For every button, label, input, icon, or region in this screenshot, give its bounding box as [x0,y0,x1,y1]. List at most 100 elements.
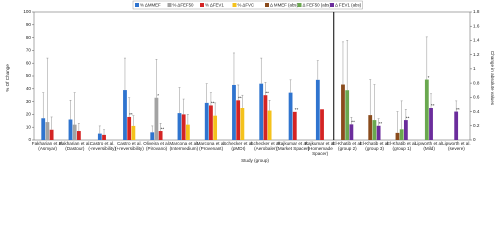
y-tick-label: 70 [26,48,32,53]
legend-label: % ΔMMEF [140,2,161,7]
x-tick-label: (Dastour) [65,146,85,151]
y-tick-label: 10 [26,124,32,129]
legend-swatch [232,3,237,7]
x-tick-label: El-Khatib et al. [387,141,417,146]
bar [123,90,127,140]
significance: ** [406,115,410,120]
legend-swatch [200,3,204,7]
bar [376,125,381,140]
x-tick-label: Rajkumar et al. [277,141,308,146]
x-tick-label: (Mild) [423,146,435,151]
bar [76,131,81,140]
bar [177,113,182,140]
y2-axis-title: Change in absolute values [490,51,495,106]
x-tick-label: (group 1) [393,146,412,151]
x-tick-label: (group 2) [338,146,357,151]
bar [263,95,268,140]
x-tick-label: (+reversibility) [115,146,144,151]
y-tick-label: 50 [26,73,32,78]
significance: ** [351,120,355,125]
x-tick-label: Lipworth et al. [415,141,444,146]
y2-tick-label: 1.4 [473,38,480,43]
y2-tick-label: 1.2 [473,52,480,57]
bar [150,132,155,140]
x-tick-label: Marcona et al. [197,141,226,146]
bar [102,134,106,140]
bar [236,100,241,140]
bar [395,132,400,140]
y2-tick-label: 0.8 [473,80,480,85]
bar [232,84,236,140]
x-tick-label: Lipworth et al. [442,141,471,146]
bar [72,124,77,140]
x-tick-label: Rajkumar et al. [305,141,336,146]
y2-tick-label: 0.2 [473,123,480,128]
legend-swatch [167,3,172,7]
bar [345,90,350,140]
bar [181,114,186,140]
legend-label: Δ FEF50 (abs) [303,2,332,7]
legend-swatch [297,3,302,7]
y2-tick-label: 0.6 [473,95,480,100]
y-axis-title: % Of Change [5,64,10,92]
x-tick-label: (Pirovano) [146,146,168,151]
x-tick-label: (Provenant) [199,146,223,151]
bar [320,109,324,140]
y-tick-label: 0 [28,137,31,142]
legend-label: Δ MMEF (abs) [270,2,299,7]
bar [97,133,102,140]
bar [185,124,190,140]
x-tick-label: Schecker et al. [250,141,280,146]
significance: ** [238,96,242,101]
significance: ** [265,90,269,95]
bar [368,115,373,140]
y2-tick-label: 0 [473,137,476,142]
x-tick-label: (severe) [448,146,465,151]
significance: ** [456,107,460,112]
bar [399,129,404,140]
x-tick-label: Castro et al. [117,141,142,146]
significance: ** [211,101,215,106]
bar [341,84,345,140]
y-tick-label: 40 [26,86,32,91]
legend-box [132,0,363,10]
x-tick-label: (-reversibility) [88,146,116,151]
x-tick-label: Fakharian et al. [32,141,64,146]
legend-swatch [265,3,269,7]
y-tick-label: 80 [26,35,32,40]
y-tick-label: 30 [26,99,32,104]
bar [240,108,245,140]
bar [158,131,163,140]
bar [41,118,46,140]
legend-label: Δ FEV1 (abs) [335,2,362,7]
x-tick-label: Castro et al. [90,141,115,146]
bar [131,125,136,140]
background [0,0,500,166]
legend-swatch [135,3,139,7]
significance: ** [129,112,133,117]
significance: ** [161,126,165,131]
bar [49,129,54,140]
bar [154,97,159,140]
y-tick-label: 20 [26,112,32,117]
x-tick-label: Oliveira et al. [143,141,170,146]
x-tick-label: Fakharian et al. [59,141,91,146]
x-tick-label: Marcona et al. [169,141,198,146]
x-tick-label: (Homemade [307,146,333,151]
bar [349,124,354,140]
y2-tick-label: 0.4 [473,109,480,114]
legend-swatch [330,3,334,7]
bar [372,120,377,140]
bar [424,79,429,140]
legend-label: % ΔFEV1 [205,2,224,7]
x-tick-label: (Intermedium) [170,146,199,151]
y-tick-label: 90 [26,22,32,27]
x-tick-label: El-Khatib et al. [332,141,362,146]
bar [429,108,433,140]
bar [209,105,213,140]
significance: * [157,93,159,98]
bar [454,111,459,140]
bar [68,119,73,140]
x-tick-label: Spacer) [312,151,329,156]
bar [267,110,272,140]
